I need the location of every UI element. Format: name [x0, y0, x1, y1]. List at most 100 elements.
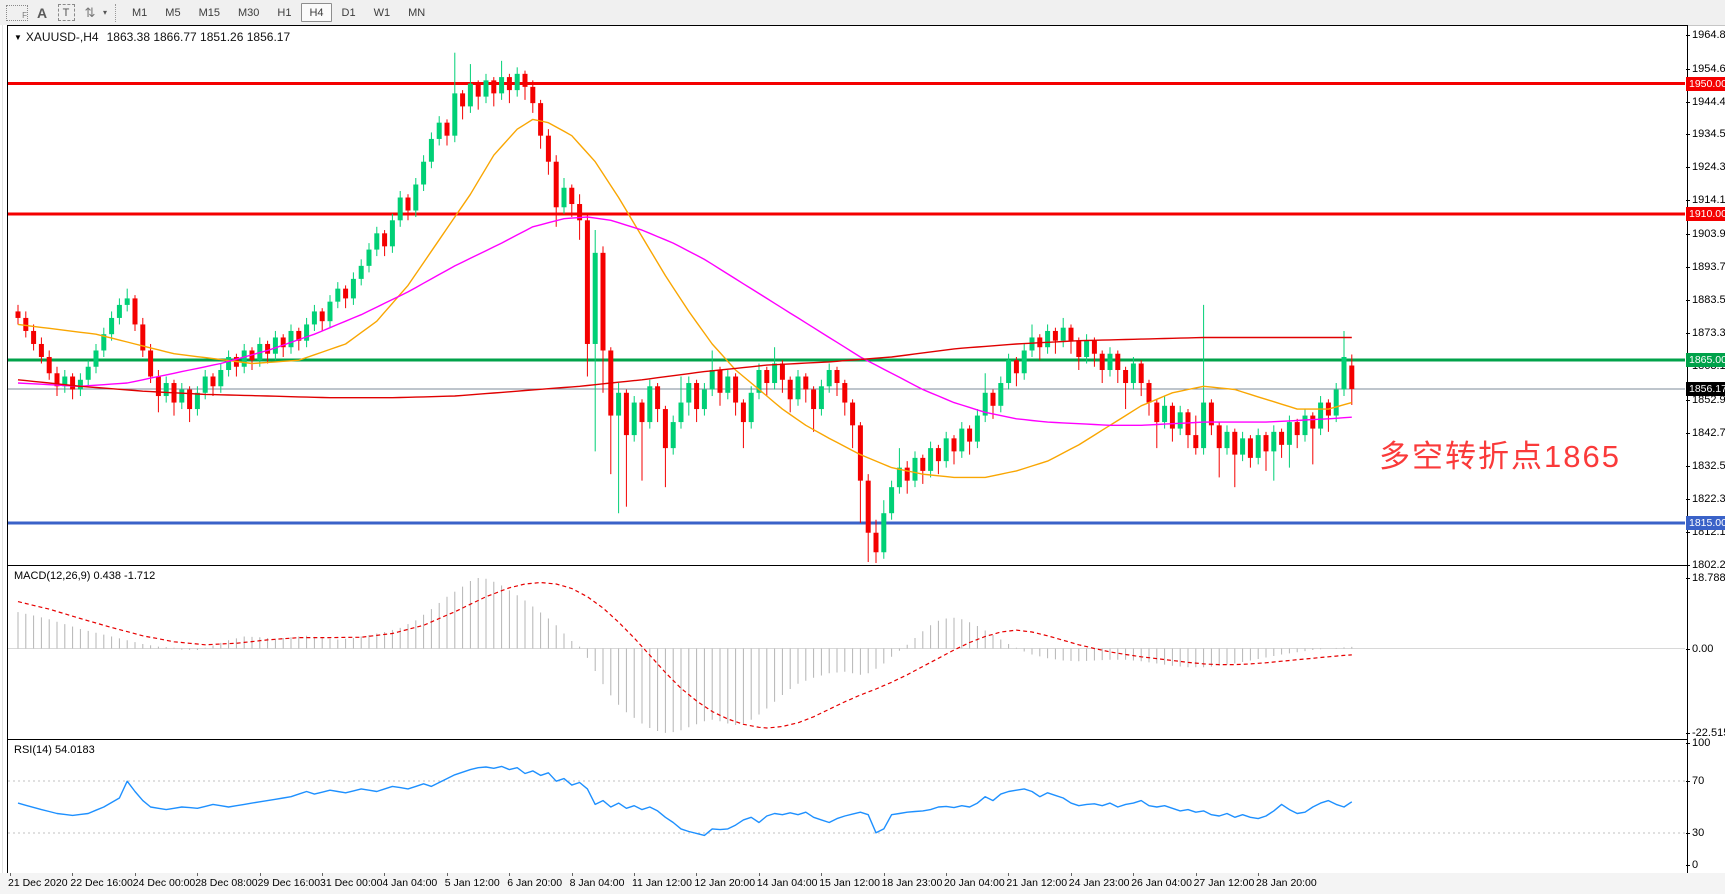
candle — [358, 265, 364, 279]
macd-label: MACD(12,26,9) 0.438 -1.712 — [14, 570, 156, 582]
time-axis-tick — [696, 873, 698, 876]
candle — [857, 425, 863, 481]
candle — [15, 311, 21, 318]
macd-plot[interactable] — [8, 566, 1685, 737]
time-axis-label: 31 Dec 00:00 — [320, 877, 383, 889]
candle — [405, 197, 411, 211]
rsi-axis-label-tick — [1686, 833, 1690, 834]
time-axis-tick — [322, 873, 323, 876]
text-box-icon[interactable]: T — [57, 4, 75, 21]
candle — [865, 480, 871, 533]
price-axis-label-tick — [1686, 400, 1690, 401]
candle — [428, 138, 434, 162]
candle — [998, 383, 1004, 406]
candle — [631, 402, 637, 436]
candle — [506, 77, 512, 91]
candle — [54, 373, 60, 387]
candle — [545, 135, 551, 162]
rsi-line — [17, 765, 1353, 837]
candle — [1076, 340, 1082, 357]
candle — [1208, 402, 1214, 426]
candle — [1310, 415, 1316, 429]
text-label-icon[interactable]: A — [36, 4, 48, 21]
candle — [756, 370, 762, 393]
candle — [93, 350, 99, 367]
ma-fast-orange — [17, 118, 1352, 479]
candle — [811, 389, 817, 410]
candle — [327, 301, 333, 322]
price-axis-label-tick — [1686, 532, 1690, 533]
timeframe-button-M1[interactable]: M1 — [124, 3, 155, 22]
timeframe-button-M5[interactable]: M5 — [157, 3, 188, 22]
price-axis-label-tick — [1686, 565, 1690, 566]
candle — [1107, 353, 1113, 371]
candle — [873, 532, 879, 553]
candle — [1021, 350, 1027, 374]
dropdown-caret-icon[interactable]: ▾ — [103, 8, 108, 17]
candle — [1349, 365, 1355, 389]
price-axis-label-tick — [1686, 466, 1690, 467]
timeframe-button-H4[interactable]: H4 — [301, 3, 332, 22]
candle — [1286, 422, 1292, 445]
candle — [140, 324, 146, 351]
time-axis-label: 6 Jan 20:00 — [507, 877, 563, 889]
candle — [467, 83, 473, 107]
symbol-label: XAUUSD-,H4 — [25, 30, 99, 44]
time-axis-label: 12 Jan 20:00 — [694, 877, 756, 889]
price-plot[interactable] — [8, 26, 1685, 563]
timeframe-button-H1[interactable]: H1 — [269, 3, 299, 22]
timeframe-button-W1[interactable]: W1 — [366, 3, 399, 22]
period-separators-icon[interactable]: F — [6, 4, 28, 21]
price-axis-label-tick — [1686, 267, 1690, 268]
collapse-triangle-icon[interactable]: ▼ — [14, 33, 22, 42]
candle — [787, 379, 793, 400]
price-axis-label-tick — [1686, 300, 1690, 301]
candle — [1263, 435, 1269, 452]
timeframe-button-MN[interactable]: MN — [400, 3, 433, 22]
candle — [561, 187, 567, 208]
price-axis-label: 1924.30 — [1692, 161, 1725, 173]
candle — [912, 457, 918, 481]
rsi-plot[interactable] — [8, 740, 1685, 871]
price-line-badge-1950.00: 1950.00 — [1686, 77, 1725, 91]
timeframe-button-D1[interactable]: D1 — [334, 3, 364, 22]
candle — [421, 161, 427, 185]
candle — [1240, 438, 1246, 455]
candle — [639, 402, 645, 423]
rsi-panel[interactable]: RSI(14) 54.0183 — [7, 739, 1688, 874]
candle — [701, 389, 707, 410]
price-axis-label: 1852.90 — [1692, 394, 1725, 406]
time-axis-label: 26 Jan 04:00 — [1131, 877, 1192, 889]
time-axis-label: 28 Jan 20:00 — [1256, 877, 1317, 889]
candle — [616, 392, 622, 416]
time-axis-label: 15 Jan 12:00 — [819, 877, 880, 889]
candle — [1146, 383, 1152, 403]
time-axis[interactable]: 21 Dec 2020 22 Dec 16:00 24 Dec 00:00 28 De… — [0, 873, 1725, 894]
time-axis-label: 14 Jan 04:00 — [756, 877, 818, 889]
timeframe-button-M15[interactable]: M15 — [191, 3, 228, 22]
macd-panel[interactable]: MACD(12,26,9) 0.438 -1.712 — [7, 565, 1688, 740]
candle — [538, 103, 544, 136]
price-panel[interactable]: ▼ XAUUSD-,H4 1863.38 1866.77 1851.26 1856.… — [7, 25, 1688, 566]
candle — [733, 376, 739, 403]
annotation-text[interactable]: 多空转折点1865 — [1379, 439, 1621, 474]
time-axis-tick — [1070, 873, 1072, 876]
time-axis-label: 29 Dec 16:00 — [257, 877, 321, 889]
candle — [1318, 402, 1324, 429]
time-axis-label: 27 Jan 12:00 — [1193, 877, 1255, 889]
candle — [1162, 405, 1168, 423]
arrange-arrows-icon[interactable]: ⇅ — [84, 4, 96, 20]
time-axis-tick — [384, 873, 386, 876]
time-axis-tick — [634, 873, 635, 876]
candle — [1091, 340, 1097, 354]
time-axis-label: 28 Dec 08:00 — [195, 877, 258, 889]
time-axis-tick — [1258, 873, 1259, 876]
timeframe-button-M30[interactable]: M30 — [230, 3, 267, 22]
candle — [1216, 425, 1222, 449]
candle — [397, 197, 403, 221]
candle — [1154, 402, 1160, 423]
candle — [1052, 330, 1058, 341]
candle — [850, 402, 856, 426]
macd-axis-label-tick — [1686, 733, 1690, 734]
candle — [374, 233, 380, 250]
